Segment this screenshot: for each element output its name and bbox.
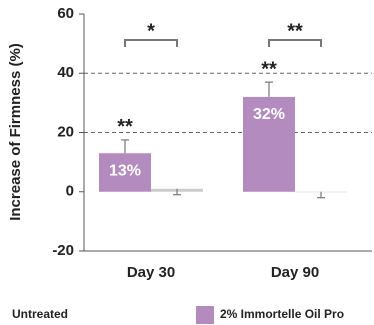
significance: * bbox=[147, 20, 155, 42]
x-tick-label: Day 90 bbox=[271, 264, 319, 281]
y-tick-label: 40 bbox=[57, 64, 74, 81]
significance: ** bbox=[261, 58, 277, 80]
bar bbox=[99, 153, 151, 192]
y-tick-label: -20 bbox=[52, 242, 74, 259]
significance: ** bbox=[117, 116, 133, 138]
bracket bbox=[124, 39, 178, 47]
legend-label: 2% Immortelle Oil Pro bbox=[220, 307, 344, 321]
y-tick-label: 20 bbox=[57, 123, 74, 140]
y-axis-label: Increase of Firmness (%) bbox=[7, 43, 24, 221]
bar bbox=[243, 96, 295, 192]
data-label: 13% bbox=[109, 162, 141, 179]
data-label: 32% bbox=[253, 106, 285, 123]
legend-label: Untreated bbox=[12, 307, 68, 321]
legend-swatch bbox=[196, 306, 214, 324]
y-tick-label: 60 bbox=[57, 5, 74, 22]
x-tick-label: Day 30 bbox=[127, 264, 175, 281]
bracket bbox=[268, 39, 322, 47]
y-tick-label: 0 bbox=[66, 183, 74, 200]
significance: ** bbox=[287, 20, 303, 42]
